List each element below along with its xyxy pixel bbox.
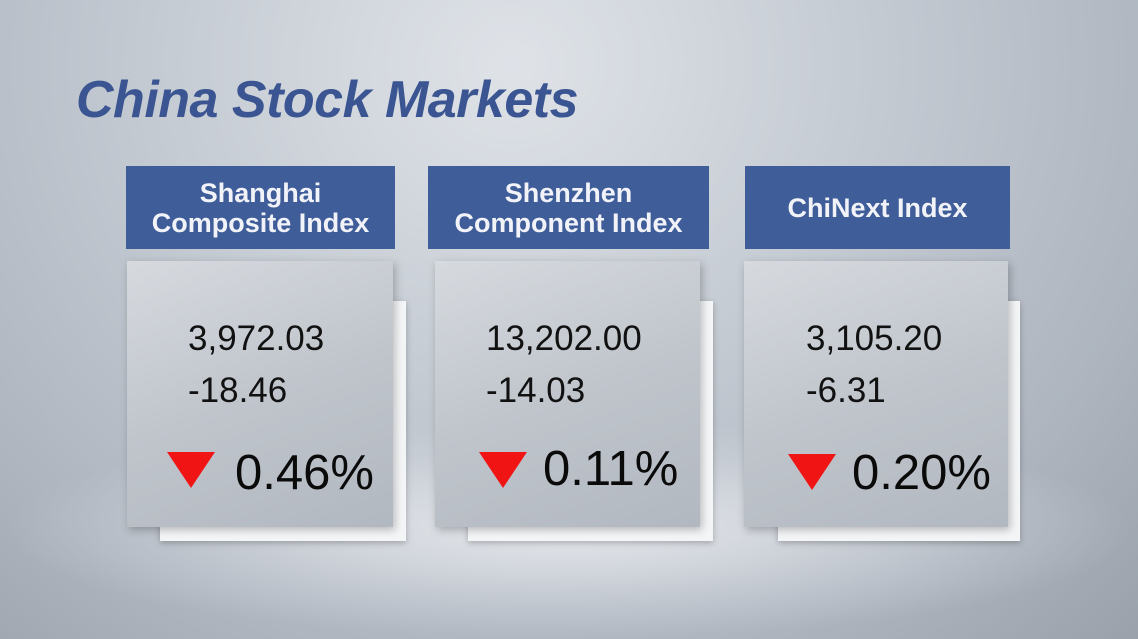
page-title: China Stock Markets	[76, 71, 579, 129]
market-header-chinext: ChiNext Index	[745, 166, 1010, 249]
market-name-line2: Composite Index	[151, 207, 370, 238]
down-triangle-icon	[167, 452, 215, 488]
down-triangle-icon	[788, 454, 836, 490]
index-change: -6.31	[806, 371, 886, 410]
market-name-line1: ChiNext Index	[787, 192, 968, 223]
market-name-line1: Shenzhen	[504, 177, 633, 208]
down-triangle-icon	[479, 452, 527, 488]
index-value: 3,972.03	[188, 319, 325, 358]
index-change: -18.46	[188, 371, 288, 410]
market-card-chinext: 3,105.20 -6.31 0.20%	[744, 261, 1008, 527]
market-name-line2: Component Index	[454, 207, 683, 238]
index-percent: 0.11%	[543, 442, 679, 496]
index-value: 13,202.00	[486, 319, 642, 358]
market-card-shenzhen: 13,202.00 -14.03 0.11%	[435, 261, 700, 527]
index-change: -14.03	[486, 371, 586, 410]
market-card-shanghai: 3,972.03 -18.46 0.46%	[127, 261, 393, 527]
index-percent: 0.20%	[852, 446, 991, 500]
index-percent: 0.46%	[235, 446, 374, 500]
market-header-shenzhen: Shenzhen Component Index	[428, 166, 709, 249]
index-value: 3,105.20	[806, 319, 943, 358]
market-name-line1: Shanghai	[199, 177, 322, 208]
market-header-shanghai: Shanghai Composite Index	[126, 166, 395, 249]
